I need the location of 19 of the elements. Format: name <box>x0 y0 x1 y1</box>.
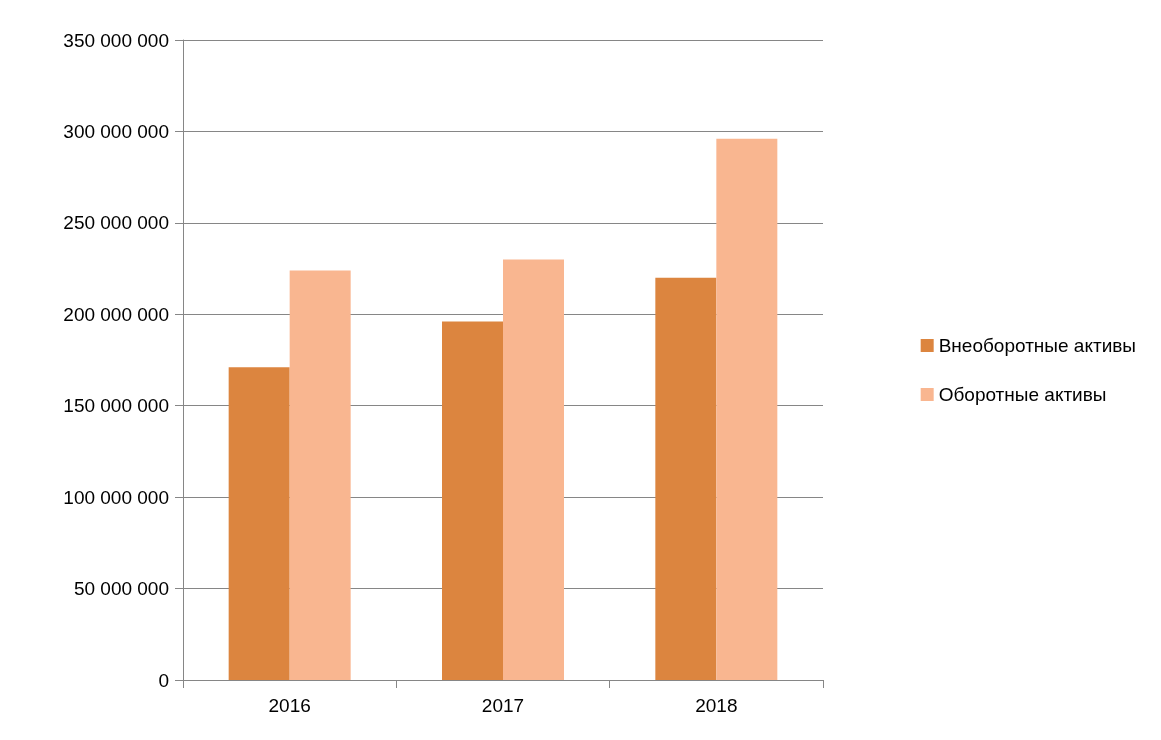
bar <box>655 277 717 680</box>
y-tick-label: 250 000 000 <box>63 212 169 234</box>
legend-label: Внеоборотные активы <box>938 335 1137 356</box>
legend-label: Оборотные активы <box>938 384 1107 405</box>
x-tick-label: 2018 <box>695 695 738 716</box>
bar <box>503 259 564 680</box>
y-tick-label: 150 000 000 <box>63 395 169 417</box>
x-tick-label: 2017 <box>481 695 525 716</box>
y-tick-label: 200 000 000 <box>63 303 169 325</box>
bar <box>442 321 503 680</box>
y-tick-label: 300 000 000 <box>63 120 169 142</box>
bar <box>716 138 778 680</box>
x-tick-label: 2016 <box>268 695 311 716</box>
bar <box>289 270 351 680</box>
y-tick-label: 0 <box>158 669 169 691</box>
bar <box>228 367 290 680</box>
y-tick-label: 350 000 000 <box>63 29 169 51</box>
y-tick-label: 100 000 000 <box>63 486 169 508</box>
y-tick-label: 50 000 000 <box>73 578 169 600</box>
